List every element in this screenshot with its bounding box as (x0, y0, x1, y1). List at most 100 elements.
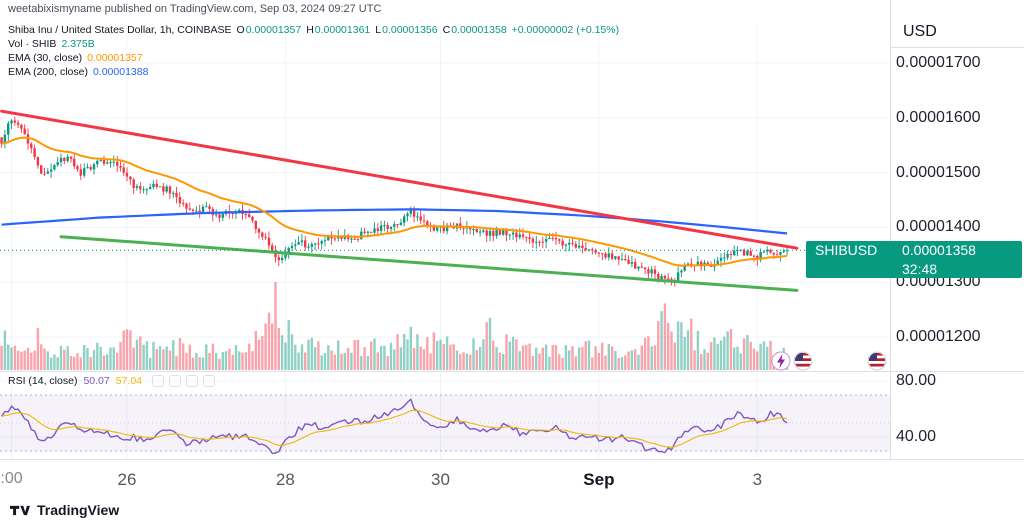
volume-bar (215, 353, 218, 370)
candle-body (548, 237, 551, 240)
indicator-action-icon[interactable] (152, 375, 165, 387)
candle-body (218, 214, 221, 218)
volume-bar (304, 352, 307, 370)
volume-bar (393, 349, 396, 370)
chart-legend: Shiba Inu / United States Dollar, 1h, CO… (8, 23, 619, 79)
volume-bar (228, 348, 231, 370)
indicator-action-icon[interactable] (186, 375, 199, 387)
pane-separator[interactable] (0, 371, 1024, 372)
indicator-action-icons (152, 375, 216, 387)
volume-bar (102, 355, 106, 370)
candle-body (300, 240, 304, 243)
candle-body (333, 238, 337, 240)
time-axis[interactable]: :00 26 28 30 Sep 3 (0, 470, 1024, 494)
volume-bar (320, 355, 323, 370)
volume-bar (254, 331, 257, 370)
candle-body (485, 230, 488, 236)
candle-body (680, 270, 683, 273)
tradingview-logo-icon (10, 505, 30, 515)
volume-bar (112, 347, 115, 370)
volume-bar (208, 353, 211, 370)
volume-bar (627, 351, 630, 370)
candle-body (277, 257, 280, 261)
rsi-ma-line[interactable] (1, 409, 788, 448)
ema30-line[interactable] (1, 136, 788, 267)
volume-bar (218, 358, 221, 370)
candle-body (274, 250, 277, 258)
candle-body (769, 249, 772, 253)
candle-body (360, 231, 363, 240)
candle-body (63, 158, 66, 161)
volume-bar (310, 337, 313, 370)
volume-bar (485, 322, 488, 370)
candle-body (310, 244, 313, 247)
volume-bar (383, 345, 386, 370)
candle-body (756, 255, 759, 260)
candle-body (56, 162, 59, 166)
rsi-title[interactable]: RSI (14, close) (8, 375, 78, 387)
volume-bar (574, 356, 577, 370)
us-flag-icon[interactable] (867, 351, 887, 371)
volume-bar (657, 321, 660, 370)
candle-body (412, 209, 416, 217)
candle-body (551, 237, 554, 239)
price-axis-label: 0.00001200 (896, 328, 981, 345)
volume-label[interactable]: Vol · SHIB (8, 38, 57, 50)
candle-body (643, 267, 647, 270)
lightning-icon[interactable] (771, 351, 791, 371)
rsi-line[interactable] (1, 398, 788, 455)
candle-body (53, 165, 56, 170)
volume-bar (231, 354, 234, 370)
ema200-line[interactable] (1, 208, 788, 235)
candle-body (528, 237, 531, 239)
candle-body (149, 187, 152, 190)
candle-body (700, 261, 703, 265)
candle-body (393, 224, 396, 227)
axis-currency-underline (890, 47, 1024, 48)
volume-bar (343, 352, 346, 370)
volume-bar (455, 350, 459, 370)
ema30-label[interactable]: EMA (30, close) (8, 52, 83, 64)
candle-body (386, 225, 389, 229)
candle-body (66, 156, 69, 161)
candle-body (40, 165, 43, 174)
volume-bar (149, 357, 152, 370)
tradingview-logo[interactable]: TradingView (10, 502, 119, 518)
candle-body (36, 157, 40, 166)
axis-currency-label[interactable]: USD (903, 23, 937, 40)
candle-body (155, 183, 158, 187)
candle-body (785, 250, 789, 252)
volume-bar (412, 347, 416, 370)
volume-bar (495, 347, 498, 370)
volume-bar (505, 334, 508, 370)
volume-bar (297, 352, 300, 370)
volume-bar (280, 335, 284, 370)
candle-body (46, 171, 49, 174)
us-flag-icon[interactable] (793, 351, 813, 371)
candle-body (719, 257, 723, 261)
volume-bar (680, 322, 683, 370)
resistance-trendline[interactable] (0, 109, 799, 250)
candle-body (716, 260, 719, 265)
price-axis-label: 0.00001700 (896, 54, 981, 71)
symbol-title[interactable]: Shiba Inu / United States Dollar, 1h, CO… (8, 24, 232, 36)
candle-body (294, 244, 297, 246)
volume-bar (73, 356, 76, 370)
candle-body (172, 192, 175, 194)
volume-bar (709, 342, 713, 370)
volume-bar (749, 341, 752, 370)
candle-body (158, 186, 162, 188)
volume-bar (185, 352, 188, 370)
time-axis-label: Sep (583, 470, 615, 489)
indicator-action-icon[interactable] (203, 375, 216, 387)
support-trendline[interactable] (59, 235, 799, 292)
volume-bar (142, 344, 145, 370)
candle-body (152, 183, 155, 188)
ema200-label[interactable]: EMA (200, close) (8, 66, 88, 78)
volume-bar (620, 357, 624, 370)
price-axis-separator[interactable] (890, 0, 891, 459)
volume-bar (492, 340, 495, 370)
indicator-action-icon[interactable] (169, 375, 182, 387)
candle-body (112, 161, 115, 163)
